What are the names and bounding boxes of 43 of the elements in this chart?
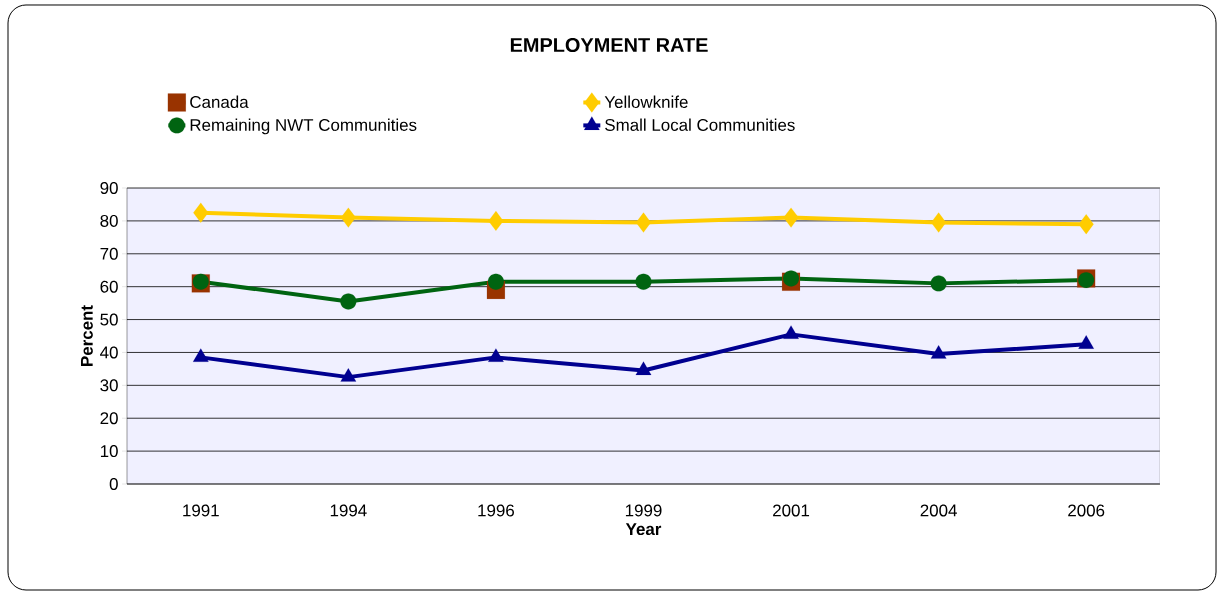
point	[635, 361, 652, 376]
x-tick-label: 2006	[1068, 504, 1105, 517]
point	[340, 207, 356, 228]
x-tick-label: 2001	[773, 504, 810, 517]
point	[1078, 335, 1094, 349]
x-tick-label: 1994	[330, 504, 367, 517]
legend-label: Yellowknife	[604, 95, 688, 109]
x-tick-label: 1991	[183, 504, 219, 517]
x-axis-title: Year	[625, 523, 662, 536]
point	[930, 275, 947, 292]
point	[487, 273, 504, 290]
y-tick-label: 50	[100, 313, 118, 326]
x-tick-label: 1999	[625, 504, 662, 517]
point	[635, 212, 652, 233]
point	[783, 270, 800, 287]
y-tick-label: 60	[100, 280, 118, 293]
y-tick-label: 30	[100, 379, 118, 392]
point	[1078, 214, 1094, 235]
y-tick-label: 10	[100, 445, 118, 458]
y-axis-title: Percent	[81, 305, 93, 366]
y-tick-label: 90	[100, 182, 118, 195]
chart-title: EMPLOYMENT RATE	[510, 37, 708, 53]
y-tick-label: 80	[100, 214, 118, 227]
point	[635, 273, 652, 290]
point	[931, 212, 947, 233]
x-tick-label: 1996	[478, 504, 514, 517]
x-tick-label: 2004	[920, 504, 957, 517]
legend-label: Remaining NWT Communities	[190, 118, 417, 135]
point	[340, 293, 357, 310]
y-tick-label: 20	[100, 412, 118, 425]
point	[340, 368, 357, 382]
y-tick-label: 70	[100, 247, 118, 260]
legend-label: Small Local Communities	[605, 118, 795, 131]
point	[783, 207, 799, 228]
legend-label: Canada	[190, 95, 249, 109]
y-tick-label: 0	[109, 478, 118, 490]
point	[783, 325, 799, 339]
point	[193, 202, 209, 223]
point	[930, 345, 947, 359]
point	[488, 348, 504, 362]
point	[488, 210, 504, 231]
point	[192, 348, 209, 362]
y-tick-label: 40	[100, 346, 118, 359]
